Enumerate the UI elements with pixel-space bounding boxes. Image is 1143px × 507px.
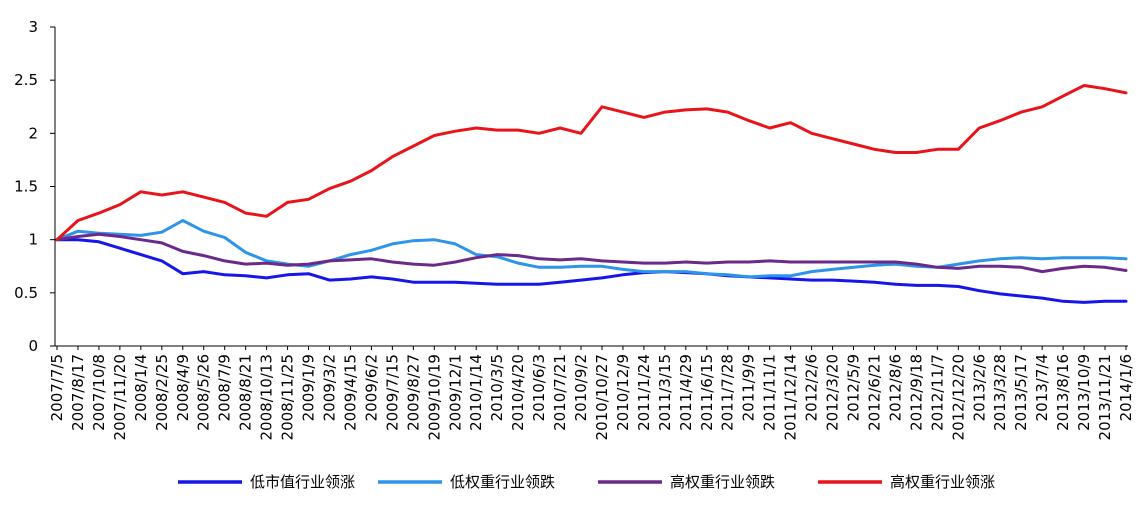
legend-label: 高权重行业领跌: [670, 473, 775, 491]
x-tick-label: 2013/11/21: [1096, 354, 1114, 440]
y-tick-labels: 0 0.5 1 1.5 2 2.5 3: [14, 18, 55, 355]
x-tick-labels: 2007/7/5 2007/8/17 2007/10/8 2007/11/20 2008…: [48, 346, 1135, 440]
x-tick-label: 2013/7/4: [1033, 354, 1051, 421]
x-tick-label: 2009/10/19: [425, 354, 443, 440]
x-tick-label: 2013/8/16: [1054, 354, 1072, 431]
x-tick-label: 2009/6/2: [362, 354, 380, 421]
series-line-1: [55, 238, 1128, 304]
x-tick-label: 2009/8/27: [404, 354, 422, 431]
y-tick-label: 0: [28, 337, 38, 355]
x-tick-label: 2013/5/17: [1012, 354, 1030, 431]
x-tick-label: 2011/6/15: [698, 354, 716, 431]
x-tick-label: 2010/6/3: [530, 354, 548, 421]
x-tick-label: 2011/9/9: [740, 354, 758, 421]
y-tick-label: 1.5: [14, 178, 38, 196]
x-tick-label: 2010/7/21: [551, 354, 569, 431]
x-tick-label: 2008/11/25: [279, 354, 297, 440]
x-tick-label: 2008/4/9: [174, 354, 192, 421]
series-line-4: [55, 84, 1128, 242]
x-tick-label: 2012/11/7: [928, 354, 946, 431]
y-tick-label: 2.5: [14, 71, 38, 89]
x-tick-label: 2011/4/29: [677, 354, 695, 431]
x-tick-label: 2009/3/2: [320, 354, 338, 421]
legend-label: 高权重行业领涨: [890, 473, 995, 491]
x-tick-label: 2010/4/20: [509, 354, 527, 431]
x-tick-label: 2011/7/28: [719, 354, 737, 431]
x-tick-label: 2012/5/9: [845, 354, 863, 421]
y-tick-label: 0.5: [14, 284, 38, 302]
x-tick-label: 2007/11/20: [111, 354, 129, 440]
x-tick-label: 2013/3/28: [991, 354, 1009, 431]
x-tick-label: 2008/8/21: [237, 354, 255, 431]
x-tick-label: 2009/7/15: [383, 354, 401, 431]
y-tick-label: 2: [28, 124, 38, 142]
x-tick-label: 2012/6/21: [865, 354, 883, 431]
x-tick-label: 2010/3/5: [488, 354, 506, 421]
series-lines: [55, 84, 1128, 304]
x-tick-label: 2012/2/6: [803, 354, 821, 421]
x-tick-label: 2009/1/9: [300, 354, 318, 421]
x-tick-label: 2009/4/15: [341, 354, 359, 431]
series-line-3: [55, 232, 1128, 274]
x-tick-label: 2012/3/20: [824, 354, 842, 431]
x-tick-label: 2007/10/8: [90, 354, 108, 431]
x-tick-label: 2012/12/20: [949, 354, 967, 440]
x-tick-label: 2011/11/1: [761, 354, 779, 431]
x-tick-label: 2010/1/14: [467, 354, 485, 431]
axes: [54, 27, 1128, 347]
x-tick-label: 2012/8/6: [886, 354, 904, 421]
x-tick-label: 2008/10/13: [258, 354, 276, 440]
x-tick-label: 2010/9/2: [572, 354, 590, 421]
legend-label: 低市值行业领涨: [250, 473, 355, 491]
x-tick-label: 2008/1/4: [132, 354, 150, 421]
series-line-2: [55, 219, 1128, 279]
x-tick-label: 2011/12/14: [782, 354, 800, 440]
x-tick-label: 2010/12/9: [614, 354, 632, 431]
x-tick-label: 2009/12/1: [446, 354, 464, 431]
x-tick-label: 2014/1/6: [1117, 354, 1135, 421]
x-tick-label: 2012/9/18: [907, 354, 925, 431]
x-tick-label: 2007/7/5: [48, 354, 66, 421]
y-tick-label: 3: [28, 18, 38, 36]
x-tick-label: 2010/10/27: [593, 354, 611, 440]
y-tick-label: 1: [28, 231, 38, 249]
legend-label: 低权重行业领跌: [450, 473, 555, 491]
x-tick-label: 2011/3/15: [656, 354, 674, 431]
x-tick-label: 2011/1/24: [635, 354, 653, 431]
x-tick-label: 2008/5/26: [195, 354, 213, 431]
x-tick-label: 2013/10/9: [1075, 354, 1093, 431]
legend: 低市值行业领涨 低权重行业领跌 高权重行业领跌 高权重行业领涨: [178, 473, 995, 491]
x-tick-label: 2013/2/6: [970, 354, 988, 421]
x-tick-label: 2008/7/9: [216, 354, 234, 421]
x-tick-label: 2008/2/25: [153, 354, 171, 431]
x-tick-label: 2007/8/17: [69, 354, 87, 431]
